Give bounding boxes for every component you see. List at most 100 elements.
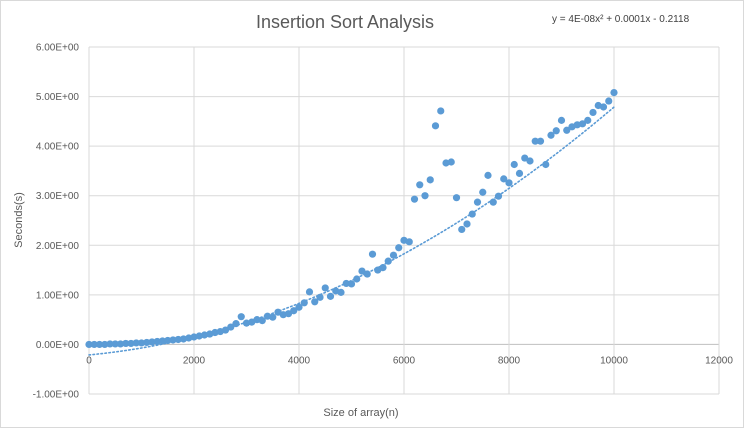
data-point xyxy=(174,335,182,344)
data-point xyxy=(337,288,345,296)
data-point xyxy=(542,160,550,169)
data-point xyxy=(227,323,235,331)
data-point xyxy=(479,188,487,196)
data-point xyxy=(158,337,167,345)
data-point xyxy=(127,339,135,348)
data-point xyxy=(368,250,377,258)
data-point xyxy=(484,171,492,179)
data-point xyxy=(379,263,387,272)
data-point xyxy=(547,131,555,139)
data-point xyxy=(563,126,571,134)
data-point xyxy=(489,198,497,206)
y-axis-title: Seconds(s) xyxy=(13,192,25,248)
x-axis-title: Size of array(n) xyxy=(323,407,398,419)
data-point xyxy=(106,340,114,348)
data-point xyxy=(599,103,608,111)
data-point xyxy=(431,122,440,130)
chart-title: Insertion Sort Analysis xyxy=(255,12,435,32)
data-point xyxy=(405,238,413,246)
data-point xyxy=(452,194,461,202)
data-point xyxy=(500,175,508,183)
data-point xyxy=(463,220,471,228)
data-point xyxy=(536,137,545,145)
data-point xyxy=(347,280,356,288)
data-point xyxy=(295,303,303,311)
axes: -1.00E+00 0.00E+00 1.00E+00 2.00E+00 3.00E+0… xyxy=(33,43,734,401)
y-tick-label: 1.00E+00 xyxy=(36,290,80,301)
data-point xyxy=(468,210,476,218)
data-point xyxy=(552,127,560,135)
data-point xyxy=(311,298,319,306)
data-point xyxy=(610,89,618,97)
x-tick-label: 6000 xyxy=(393,355,416,366)
data-point xyxy=(342,279,350,288)
data-point xyxy=(116,340,125,348)
data-point xyxy=(521,154,529,162)
data-point xyxy=(363,270,371,278)
data-point xyxy=(148,338,156,346)
data-point xyxy=(143,338,151,347)
y-tick-label: 0.00E+00 xyxy=(36,340,80,351)
y-tick-label: 6.00E+00 xyxy=(36,43,80,54)
data-point xyxy=(85,340,93,349)
x-tick-label: 12000 xyxy=(705,355,733,366)
data-point xyxy=(305,288,314,296)
data-point xyxy=(284,310,293,318)
data-point xyxy=(164,336,172,345)
x-tick-label: 4000 xyxy=(288,355,311,366)
data-point xyxy=(526,157,534,165)
data-point xyxy=(221,326,230,334)
data-point xyxy=(437,107,445,115)
y-tick-label: 4.00E+00 xyxy=(36,142,80,153)
data-point xyxy=(589,108,597,117)
data-point xyxy=(421,192,429,200)
data-point xyxy=(258,317,266,325)
x-tick-label: 10000 xyxy=(600,355,628,366)
x-tick-label: 2000 xyxy=(183,355,206,366)
data-point xyxy=(578,120,587,128)
data-point xyxy=(395,244,403,252)
data-point xyxy=(300,299,308,307)
data-point xyxy=(494,192,503,200)
data-point xyxy=(169,336,177,344)
data-point xyxy=(458,225,466,234)
data-point xyxy=(153,337,161,346)
data-point xyxy=(326,292,335,300)
data-point xyxy=(515,169,524,178)
data-point xyxy=(358,267,366,275)
data-point xyxy=(137,339,146,347)
data-point xyxy=(122,339,130,348)
data-point xyxy=(505,179,513,187)
y-tick-label: -1.00E+00 xyxy=(33,390,80,401)
data-point xyxy=(473,198,482,206)
data-point xyxy=(426,176,434,184)
data-point xyxy=(605,97,613,105)
x-tick-label: 0 xyxy=(86,355,92,366)
data-point xyxy=(269,313,277,321)
y-tick-label: 3.00E+00 xyxy=(36,191,80,202)
data-point xyxy=(132,339,140,347)
x-tick-label: 8000 xyxy=(498,355,521,366)
data-point xyxy=(510,160,518,169)
data-point xyxy=(316,293,324,301)
data-point xyxy=(447,158,455,166)
data-point xyxy=(321,284,329,292)
data-points xyxy=(85,89,618,349)
y-tick-label: 2.00E+00 xyxy=(36,241,80,252)
data-point xyxy=(95,340,104,349)
y-tick-label: 5.00E+00 xyxy=(36,92,80,103)
data-point xyxy=(290,307,298,315)
gridlines xyxy=(88,46,720,395)
data-point xyxy=(416,181,424,189)
data-point xyxy=(531,137,539,145)
data-point xyxy=(232,320,240,328)
data-point xyxy=(410,195,419,203)
data-point xyxy=(101,340,109,349)
data-point xyxy=(90,340,98,349)
data-point xyxy=(389,251,398,259)
data-point xyxy=(111,340,119,348)
data-point xyxy=(353,275,361,283)
trendline-equation: y = 4E-08x² + 0.0001x - 0.2118 xyxy=(552,14,690,25)
